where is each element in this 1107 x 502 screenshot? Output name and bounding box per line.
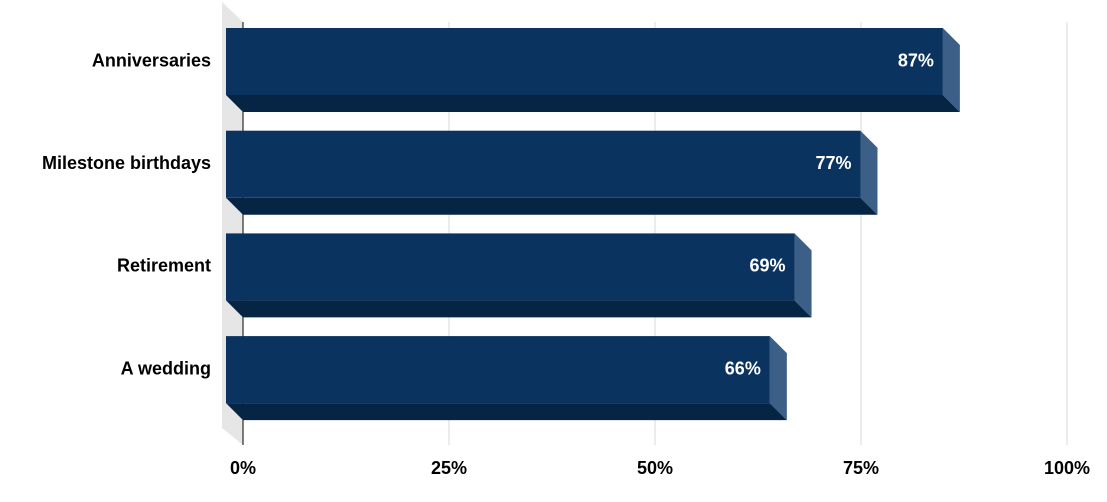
bar: [226, 130, 861, 198]
bar-end: [769, 336, 787, 421]
x-tick-label: 50%: [637, 458, 673, 478]
y-tick-label: Retirement: [117, 256, 211, 276]
x-tick-label: 100%: [1044, 458, 1090, 478]
bar: [226, 233, 795, 301]
y-tick-label: A wedding: [121, 358, 211, 378]
bar: [226, 28, 943, 95]
value-label: 66%: [725, 358, 761, 378]
value-label: 69%: [750, 256, 786, 276]
value-label: 87%: [898, 50, 934, 70]
value-label: 77%: [815, 153, 851, 173]
bar-bottom: [226, 197, 878, 215]
x-tick-label: 75%: [843, 458, 879, 478]
x-tick-label: 0%: [230, 458, 256, 478]
y-tick-label: Milestone birthdays: [42, 153, 211, 173]
x-tick-label: 25%: [431, 458, 467, 478]
bar-end: [860, 130, 878, 215]
bar-end: [942, 28, 960, 112]
bar-bottom: [226, 95, 960, 112]
bar-bottom: [226, 300, 812, 318]
y-tick-label: Anniversaries: [92, 50, 211, 70]
side-wall: [222, 2, 243, 445]
bar-bottom: [226, 403, 787, 421]
bar-end: [794, 233, 812, 318]
bar: [226, 336, 770, 404]
